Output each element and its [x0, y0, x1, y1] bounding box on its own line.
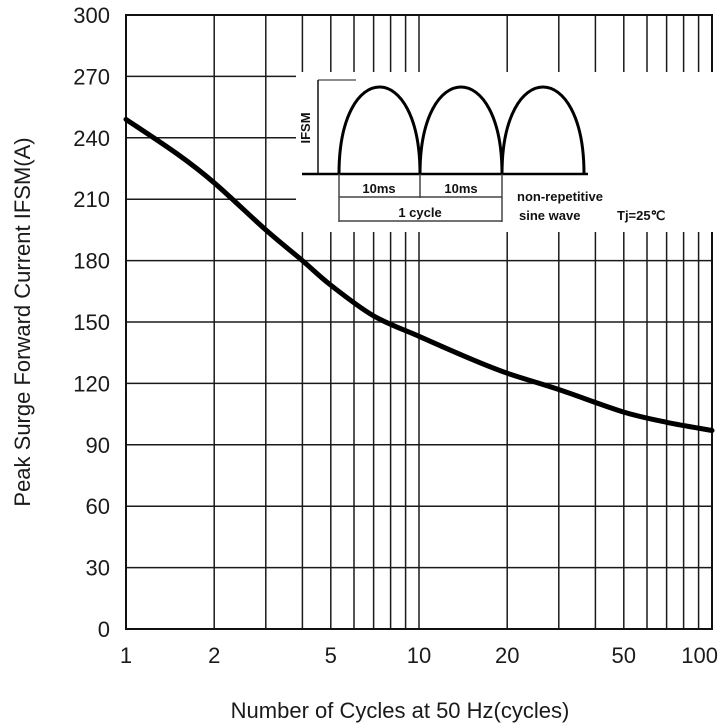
note-sine-wave: sine wave	[519, 208, 580, 223]
x-tick-label: 100	[681, 643, 718, 668]
x-tick-label: 10	[407, 643, 431, 668]
half-period-label-1: 10ms	[362, 181, 395, 196]
y-tick-label: 150	[73, 310, 110, 335]
note-non-repetitive: non-repetitive	[517, 189, 603, 204]
y-tick-label: 240	[73, 126, 110, 151]
y-tick-label: 0	[98, 617, 110, 642]
x-tick-label: 1	[120, 643, 132, 668]
x-axis-label: Number of Cycles at 50 Hz(cycles)	[231, 698, 570, 723]
y-tick-label: 120	[73, 371, 110, 396]
y-tick-labels: 0 30 60 90 120 150 180 210 240 270 300	[73, 3, 110, 642]
y-tick-label: 270	[73, 64, 110, 89]
inset-background	[296, 72, 714, 232]
y-tick-label: 300	[73, 3, 110, 28]
x-tick-labels: 1 2 5 10 20 50 100	[120, 643, 718, 668]
x-tick-label: 2	[208, 643, 220, 668]
y-tick-label: 60	[86, 494, 110, 519]
surge-curve-line	[123, 116, 715, 433]
sine-hump-2	[418, 85, 504, 175]
plot-frame	[125, 14, 713, 630]
x-tick-label: 50	[612, 643, 636, 668]
y-axis-label: Peak Surge Forward Current IFSM(A)	[10, 137, 35, 506]
y-tick-label: 90	[86, 433, 110, 458]
x-tick-label: 20	[495, 643, 519, 668]
sine-hump-3	[500, 85, 586, 175]
ifsm-label: IFSM	[298, 112, 313, 143]
cycle-label: 1 cycle	[398, 205, 441, 220]
junction-temp-label: Tj=25℃	[617, 208, 665, 223]
y-tick-label: 30	[86, 556, 110, 581]
inset-waveform: IFSM 10ms 10ms 1 cycle non-repetitive si…	[296, 72, 714, 232]
sine-hump-1	[337, 85, 422, 175]
y-tick-label: 210	[73, 187, 110, 212]
y-tick-label: 180	[73, 249, 110, 274]
x-tick-label: 5	[325, 643, 337, 668]
half-period-label-2: 10ms	[444, 181, 477, 196]
